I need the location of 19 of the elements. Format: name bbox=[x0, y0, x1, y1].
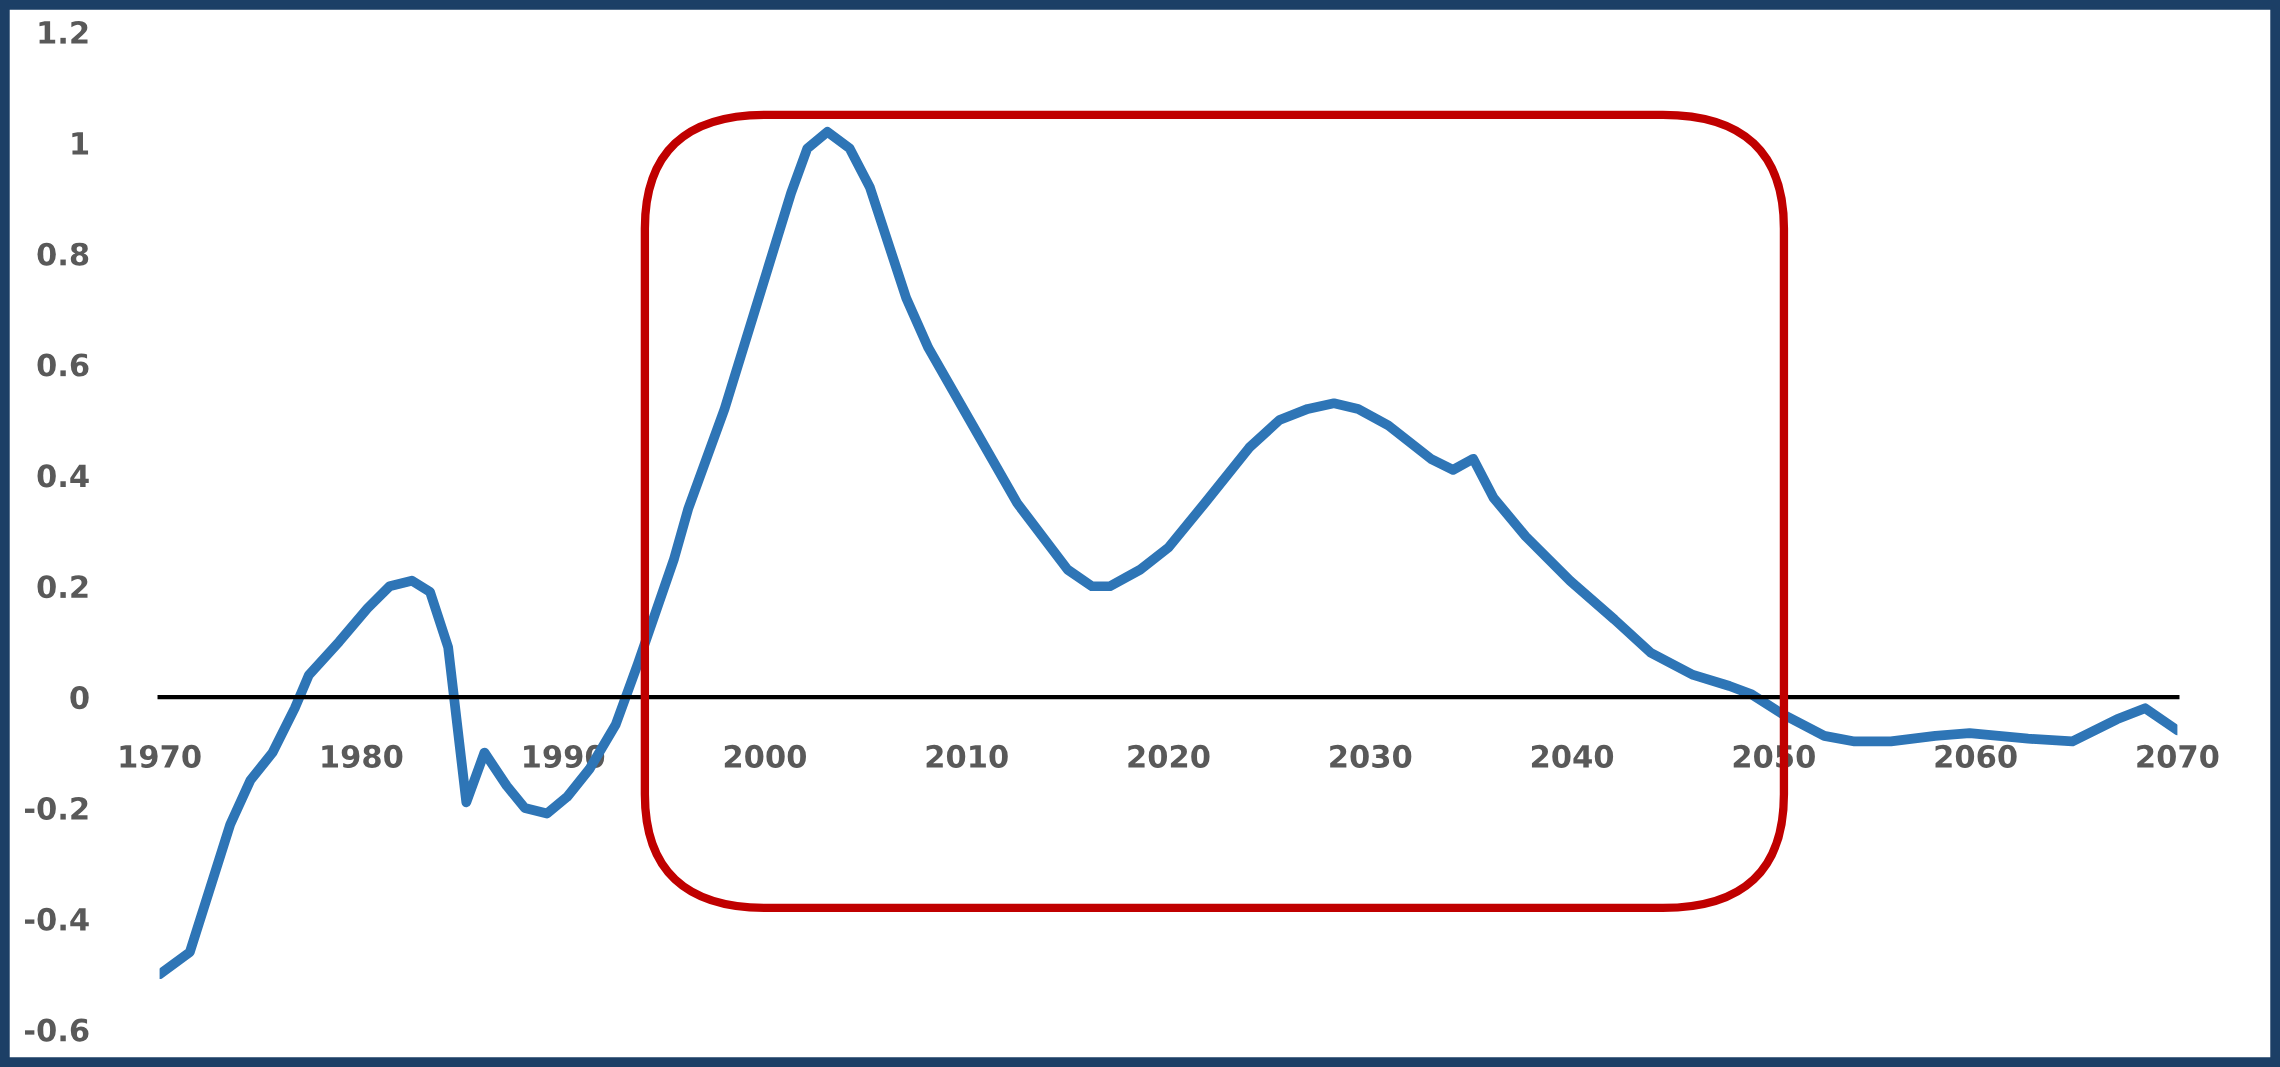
y-tick-label: 0 bbox=[70, 686, 89, 710]
x-tick-label: 2000 bbox=[724, 744, 806, 768]
x-tick-label: 2060 bbox=[1935, 744, 2017, 768]
x-tick-label: 2010 bbox=[926, 744, 1008, 768]
y-tick-label: 0.8 bbox=[37, 242, 89, 266]
y-tick-label: -0.2 bbox=[25, 796, 88, 820]
y-tick-label: 0.2 bbox=[37, 575, 88, 599]
x-tick-label: 1970 bbox=[120, 744, 201, 768]
x-tick-label: 2040 bbox=[1531, 744, 1614, 768]
y-tick-label: 0.4 bbox=[37, 464, 89, 488]
x-tick-label: 2020 bbox=[1128, 744, 1210, 768]
y-tick-label: -0.6 bbox=[25, 1018, 89, 1042]
y-tick-label: 1.2 bbox=[39, 20, 88, 44]
y-tick-label: -0.4 bbox=[25, 907, 89, 931]
x-tick-label: 2070 bbox=[2137, 744, 2219, 768]
y-tick-label: 0.6 bbox=[37, 353, 89, 377]
x-tick-label: 1980 bbox=[322, 744, 403, 768]
x-tick-label: 2030 bbox=[1330, 744, 1412, 768]
y-tick-label: 1 bbox=[72, 132, 89, 155]
